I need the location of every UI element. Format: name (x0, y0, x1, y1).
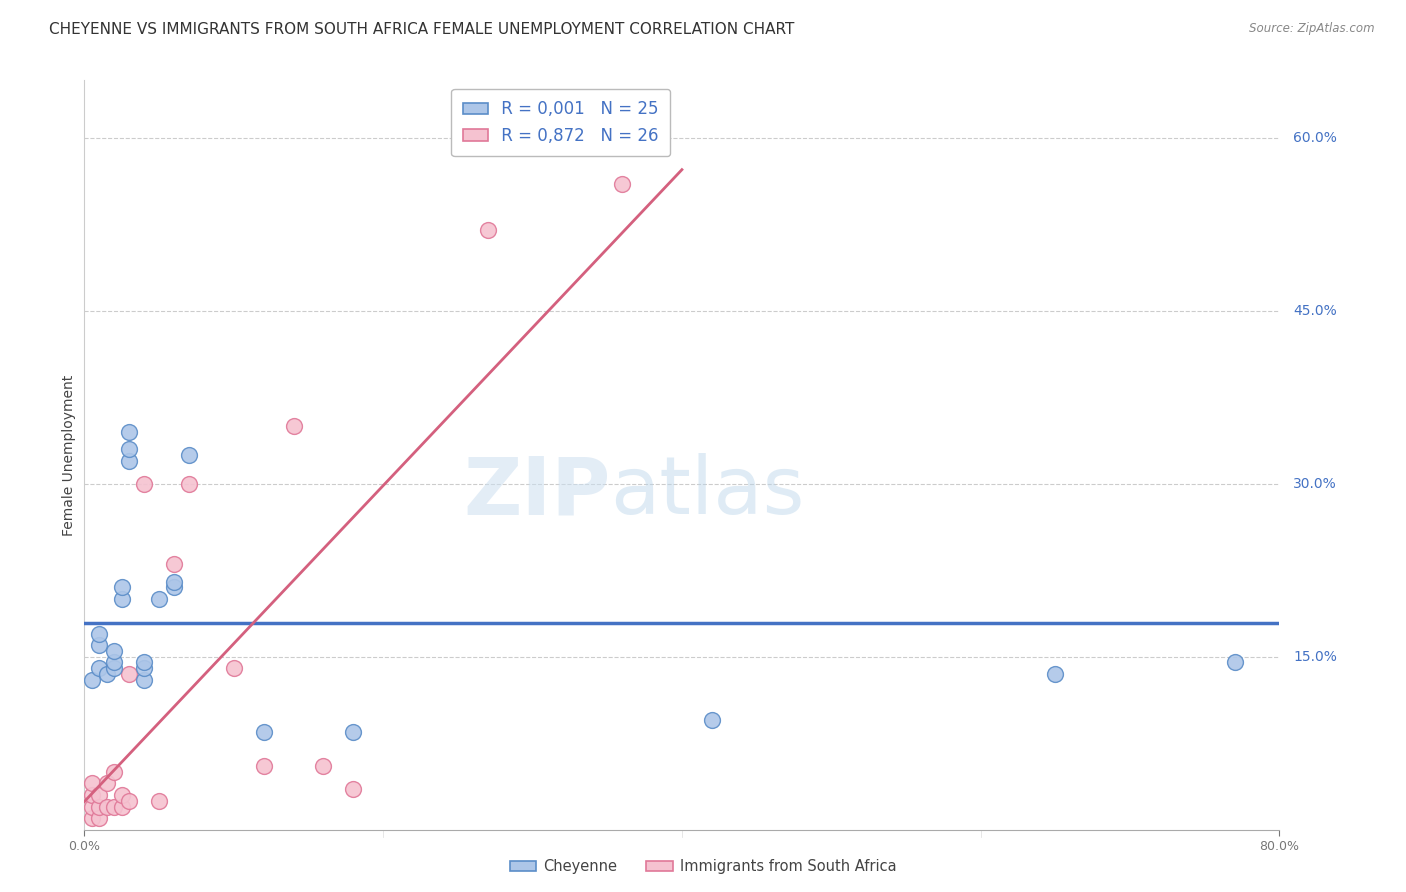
Point (89, 626, 111, 640)
Point (148, 592, 170, 607)
Point (111, 581, 134, 595)
Point (89, 661, 111, 675)
Point (111, 592, 134, 607)
Point (89, 638, 111, 652)
Point (103, 656, 125, 670)
Point (477, 223, 499, 237)
Point (118, 442, 141, 457)
Y-axis label: Female Unemployment: Female Unemployment (62, 375, 76, 535)
Point (163, 574, 186, 589)
Point (342, 724, 364, 739)
Point (1045, 667, 1067, 681)
Point (89, 811, 111, 825)
Point (80, 799, 103, 814)
Point (342, 782, 364, 797)
Point (118, 794, 141, 808)
Legend: Cheyenne, Immigrants from South Africa: Cheyenne, Immigrants from South Africa (503, 854, 903, 880)
Text: Source: ZipAtlas.com: Source: ZipAtlas.com (1250, 22, 1375, 36)
Point (1223, 656, 1246, 670)
Text: CHEYENNE VS IMMIGRANTS FROM SOUTH AFRICA FEMALE UNEMPLOYMENT CORRELATION CHART: CHEYENNE VS IMMIGRANTS FROM SOUTH AFRICA… (49, 22, 794, 37)
Legend:  R = 0,001   N = 25,  R = 0,872   N = 26: R = 0,001 N = 25, R = 0,872 N = 26 (451, 88, 671, 156)
Text: 15.0%: 15.0% (1294, 649, 1337, 664)
Point (253, 759, 276, 773)
Point (118, 667, 141, 681)
Point (103, 661, 125, 675)
Text: 30.0%: 30.0% (1294, 476, 1337, 491)
Point (312, 759, 335, 773)
Point (80, 776, 103, 790)
Point (163, 581, 186, 595)
Point (253, 724, 276, 739)
Point (148, 794, 170, 808)
Point (132, 476, 156, 491)
Point (89, 788, 111, 802)
Text: atlas: atlas (610, 453, 804, 532)
Point (132, 656, 156, 670)
Text: ZIP: ZIP (463, 453, 610, 532)
Point (163, 558, 186, 572)
Text: 45.0%: 45.0% (1294, 304, 1337, 318)
Point (80, 788, 103, 802)
Point (111, 788, 134, 802)
Point (89, 799, 111, 814)
Point (177, 476, 200, 491)
Point (700, 713, 723, 727)
Point (96, 667, 118, 681)
Point (283, 419, 305, 434)
Point (103, 799, 125, 814)
Point (96, 799, 118, 814)
Point (96, 776, 118, 790)
Point (118, 453, 141, 467)
Point (132, 673, 156, 687)
Point (111, 799, 134, 814)
Point (222, 661, 245, 675)
Point (118, 425, 141, 439)
Point (612, 177, 634, 191)
Point (132, 661, 156, 675)
Point (103, 644, 125, 658)
Point (177, 448, 200, 462)
Point (103, 764, 125, 779)
Point (80, 811, 103, 825)
Text: 60.0%: 60.0% (1294, 131, 1337, 145)
Point (80, 673, 103, 687)
